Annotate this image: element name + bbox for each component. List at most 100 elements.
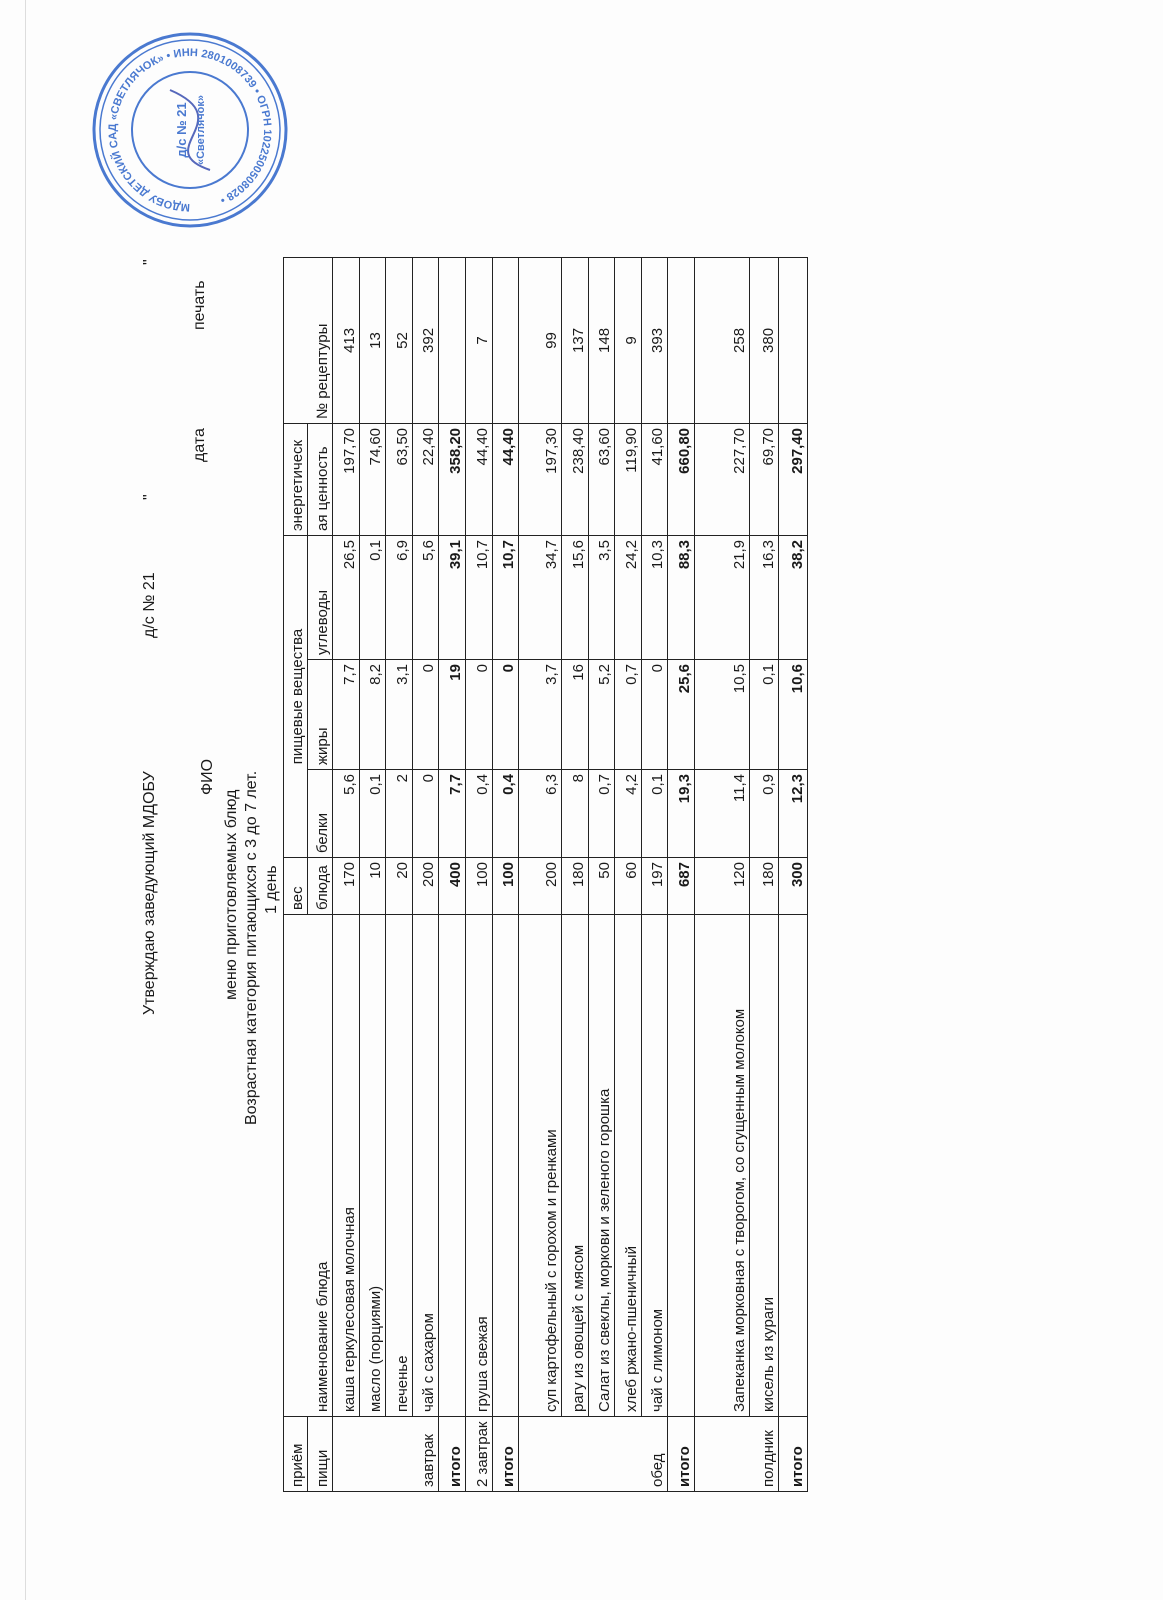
energy-cell: 227,70 bbox=[694, 423, 750, 536]
protein-cell: 7,7 bbox=[438, 769, 466, 858]
protein-cell: 5,6 bbox=[332, 769, 360, 858]
protein-cell: 12,3 bbox=[778, 769, 808, 858]
header-recipe: № рецептуры bbox=[283, 257, 333, 424]
header-meal: приём bbox=[283, 1416, 308, 1492]
fat-cell: 0,7 bbox=[614, 659, 642, 770]
protein-cell: 6,3 bbox=[518, 769, 562, 858]
meal-cell: итого bbox=[667, 1416, 695, 1492]
recipe-cell bbox=[778, 257, 808, 424]
dish-cell bbox=[438, 914, 466, 1417]
fat-cell: 16 bbox=[561, 659, 589, 770]
energy-cell: 63,50 bbox=[385, 423, 413, 536]
protein-cell: 19,3 bbox=[667, 769, 695, 858]
header-energy-2: ая ценность bbox=[307, 423, 333, 536]
table-row: полдник Запеканка морковная с творогом, с… bbox=[694, 257, 779, 1492]
weight-cell: 180 bbox=[561, 857, 589, 915]
kindergarten-number: д/с № 21 bbox=[141, 572, 158, 638]
carbs-cell: 21,9 bbox=[694, 535, 750, 660]
table-row: хлеб ржано-пшеничный 60 4,2 0,7 24,2 119,90 9 bbox=[614, 257, 642, 1491]
scan-edge-line bbox=[25, 0, 26, 1600]
fat-cell: 19 bbox=[438, 659, 466, 770]
dish-cell: хлеб ржано-пшеничный bbox=[614, 914, 642, 1417]
protein-cell: 8 bbox=[561, 769, 589, 858]
dish-cell bbox=[778, 914, 808, 1417]
recipe-cell: 380 bbox=[749, 257, 779, 424]
table-row: масло (порциями) 10 0,1 8,2 0,1 74,60 13 bbox=[359, 257, 386, 1491]
dish-cell: Запеканка морковная с творогом, со сгуще… bbox=[694, 914, 750, 1417]
energy-cell: 297,40 bbox=[778, 423, 808, 536]
weight-cell: 400 bbox=[438, 857, 466, 915]
energy-cell: 197,70 bbox=[332, 423, 360, 536]
fat-cell: 0 bbox=[641, 659, 668, 770]
header-weight: вес bbox=[283, 857, 308, 915]
energy-cell: 44,40 bbox=[492, 423, 519, 536]
recipe-cell: 413 bbox=[332, 257, 360, 424]
weight-cell: 10 bbox=[359, 857, 386, 915]
carbs-cell: 34,7 bbox=[518, 535, 562, 660]
weight-cell: 200 bbox=[518, 857, 562, 915]
energy-cell: 41,60 bbox=[641, 423, 668, 536]
dish-cell: печенье bbox=[385, 914, 413, 1417]
dish-cell: каша геркулесовая молочная bbox=[332, 914, 360, 1417]
dish-cell: чай с сахаром bbox=[412, 914, 439, 1417]
carbs-cell: 88,3 bbox=[667, 535, 695, 660]
protein-cell: 0,1 bbox=[359, 769, 386, 858]
total-row: итого 687 19,3 25,6 88,3 660,80 bbox=[667, 257, 695, 1492]
weight-cell: 50 bbox=[588, 857, 615, 915]
header-dish: наименование блюда bbox=[283, 914, 333, 1417]
weight-cell: 170 bbox=[332, 857, 360, 915]
recipe-cell: 392 bbox=[412, 257, 439, 424]
weight-cell: 300 bbox=[778, 857, 808, 915]
weight-cell: 20 bbox=[385, 857, 413, 915]
energy-cell: 63,60 bbox=[588, 423, 615, 536]
carbs-cell: 10,3 bbox=[641, 535, 668, 660]
energy-cell: 74,60 bbox=[359, 423, 386, 536]
approval-line: Утверждаю заведующий МДОБУ bbox=[141, 771, 158, 1015]
protein-cell: 0,7 bbox=[588, 769, 615, 858]
dish-cell bbox=[492, 914, 519, 1417]
energy-cell: 69,70 bbox=[749, 423, 779, 536]
quote-open: " bbox=[141, 494, 158, 500]
day-label: 1 день bbox=[263, 865, 280, 914]
fat-cell: 10,5 bbox=[694, 659, 750, 770]
fat-cell: 0 bbox=[492, 659, 519, 770]
carbs-cell: 10,7 bbox=[492, 535, 519, 660]
protein-cell: 0,9 bbox=[749, 769, 779, 858]
carbs-cell: 6,9 bbox=[385, 535, 413, 660]
header-nutrients: пищевые вещества bbox=[283, 535, 308, 858]
weight-cell: 180 bbox=[749, 857, 779, 915]
header-energy: энергетическ bbox=[283, 423, 308, 536]
total-row: итого 100 0,4 0 10,7 44,40 bbox=[492, 257, 519, 1492]
fat-cell: 25,6 bbox=[667, 659, 695, 770]
weight-cell: 120 bbox=[694, 857, 750, 915]
carbs-cell: 5,6 bbox=[412, 535, 439, 660]
carbs-cell: 26,5 bbox=[332, 535, 360, 660]
menu-table: приём наименование блюда вес пищевые вещ… bbox=[283, 257, 808, 1492]
meal-cell: полдник bbox=[694, 1416, 779, 1492]
total-row: итого 400 7,7 19 39,1 358,20 bbox=[438, 257, 466, 1492]
energy-cell: 44,40 bbox=[465, 423, 493, 536]
protein-cell: 11,4 bbox=[694, 769, 750, 858]
meal-cell: итого bbox=[492, 1416, 519, 1492]
carbs-cell: 0,1 bbox=[359, 535, 386, 660]
protein-cell: 2 bbox=[385, 769, 413, 858]
age-category: Возрастная категория питающихся с 3 до 7… bbox=[243, 770, 260, 1125]
fat-cell: 3,7 bbox=[518, 659, 562, 770]
meal-cell: обед bbox=[518, 1416, 668, 1492]
weight-cell: 100 bbox=[465, 857, 493, 915]
recipe-cell: 52 bbox=[385, 257, 413, 424]
carbs-cell: 39,1 bbox=[438, 535, 466, 660]
weight-cell: 687 bbox=[667, 857, 695, 915]
fat-cell: 5,2 bbox=[588, 659, 615, 770]
recipe-cell: 13 bbox=[359, 257, 386, 424]
energy-cell: 197,30 bbox=[518, 423, 562, 536]
energy-cell: 358,20 bbox=[438, 423, 466, 536]
protein-cell: 0 bbox=[412, 769, 439, 858]
dish-cell bbox=[667, 914, 695, 1417]
meal-cell: итого bbox=[778, 1416, 808, 1492]
dish-cell: рагу из овощей с мясом bbox=[561, 914, 589, 1417]
fat-cell: 8,2 bbox=[359, 659, 386, 770]
recipe-cell: 137 bbox=[561, 257, 589, 424]
meal-cell: 2 завтрак bbox=[465, 1416, 493, 1492]
header-carbs: углеводы bbox=[307, 535, 333, 660]
